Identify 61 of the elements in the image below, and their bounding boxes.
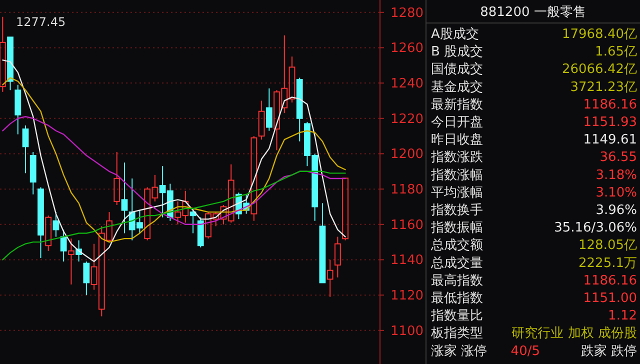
candlestick bbox=[0, 16, 6, 92]
text: 1.65亿 bbox=[595, 44, 637, 60]
text: 跌家 跌停 bbox=[580, 342, 637, 359]
text: 1151.93 bbox=[583, 115, 637, 130]
category-label: 平均涨幅 bbox=[431, 185, 483, 200]
text: 3.18% bbox=[596, 168, 637, 183]
y-tick-label: 1260 bbox=[390, 41, 424, 56]
category-label: 总成交额 bbox=[430, 237, 483, 254]
text: 1186.16 bbox=[583, 97, 637, 112]
y-tick-label: 1120 bbox=[390, 288, 424, 304]
y-tick-label: 1160 bbox=[390, 218, 424, 233]
category-label: 最低指数 bbox=[431, 291, 483, 306]
line-series bbox=[2, 59, 346, 262]
y-tick-label: 1240 bbox=[390, 76, 424, 92]
y-tick-label: 1180 bbox=[390, 182, 424, 198]
y-tick-label: 1280 bbox=[390, 6, 424, 21]
line-series bbox=[2, 116, 346, 226]
category-label: 国债成交 bbox=[431, 61, 483, 78]
annotation: 1277.45 bbox=[16, 15, 66, 29]
category-label: A股成交 bbox=[431, 26, 479, 42]
category-label: 指数振幅 bbox=[430, 220, 483, 236]
category-label: 指数换手 bbox=[430, 203, 483, 218]
candlestick bbox=[266, 88, 272, 132]
text: 3721.23亿 bbox=[570, 80, 637, 95]
text: 1.12 bbox=[608, 308, 637, 324]
category-label: 指数量比 bbox=[430, 308, 483, 324]
text: 128.05亿 bbox=[578, 238, 637, 254]
text: 3.96% bbox=[596, 203, 637, 218]
text: 1186.16 bbox=[583, 273, 637, 288]
category-label: 基金成交 bbox=[431, 78, 483, 95]
y-tick-label: 1200 bbox=[390, 147, 424, 162]
text: 2225.1万 bbox=[578, 256, 637, 271]
category-label: 今日开盘 bbox=[431, 115, 483, 130]
y-tick-label: 1220 bbox=[390, 112, 424, 127]
candlestick bbox=[334, 236, 341, 278]
category-label: 总成交量 bbox=[430, 254, 483, 271]
text: 881200 一般零售 bbox=[480, 5, 586, 20]
y-tick-label: 1100 bbox=[390, 324, 424, 339]
candlestick bbox=[68, 238, 74, 285]
text: 1151.00 bbox=[583, 291, 637, 306]
category-label: B 股成交 bbox=[431, 44, 484, 60]
category-label: 指数涨跌 bbox=[430, 150, 483, 166]
candlestick bbox=[326, 259, 334, 298]
category-label: 指数涨幅 bbox=[430, 168, 483, 183]
line-series bbox=[2, 170, 346, 260]
category-label: 涨家 涨停 bbox=[431, 342, 488, 359]
text: 研究行业 加权 成份股 bbox=[512, 326, 637, 342]
line-series bbox=[2, 77, 346, 243]
text: 1149.61 bbox=[583, 132, 637, 148]
category-label: 板指类型 bbox=[430, 326, 483, 342]
text: 3.10% bbox=[596, 185, 637, 200]
text: 36.55 bbox=[600, 150, 637, 166]
text: 40/5 bbox=[510, 344, 540, 359]
text: 26066.42亿 bbox=[562, 62, 637, 78]
text: 35.16/3.06% bbox=[554, 220, 637, 236]
category-label: 昨日收盘 bbox=[431, 132, 483, 148]
category-label: 最高指数 bbox=[431, 272, 483, 288]
text: 17968.40亿 bbox=[562, 27, 637, 42]
y-tick-label: 1140 bbox=[390, 253, 424, 268]
category-label: 最新指数 bbox=[431, 97, 483, 112]
candlestick bbox=[121, 162, 128, 234]
